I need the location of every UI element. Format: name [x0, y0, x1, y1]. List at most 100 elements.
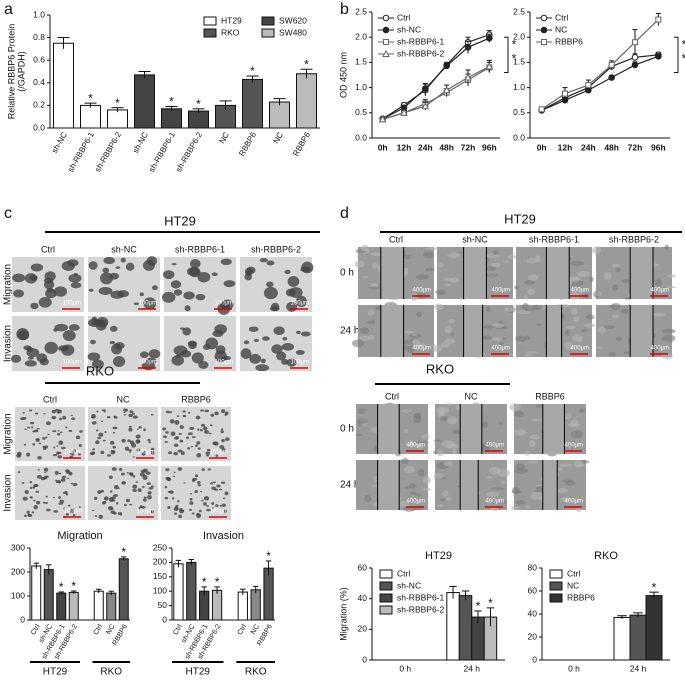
cell [128, 425, 132, 428]
cell [70, 482, 74, 485]
cell [187, 340, 197, 347]
wound-gap [546, 305, 562, 357]
wound-gap [463, 247, 487, 299]
cell [97, 490, 102, 494]
cell [273, 326, 285, 336]
cell [59, 499, 65, 504]
texture [556, 488, 569, 493]
cell [187, 432, 193, 436]
y-tick-label: 0 [362, 654, 367, 664]
cell [191, 512, 195, 515]
marker [608, 61, 615, 68]
cell [139, 351, 149, 358]
cell [223, 280, 236, 288]
texture [359, 335, 370, 341]
texture [481, 421, 488, 429]
wound-gap [380, 247, 404, 299]
cell [31, 511, 35, 514]
cell [98, 286, 113, 295]
cell [182, 414, 187, 418]
cell [161, 291, 176, 303]
cell [69, 508, 75, 514]
cell [34, 429, 39, 433]
column-label: Ctrl [389, 234, 403, 244]
x-tick-label: Ctrl [172, 623, 184, 636]
cell [71, 417, 76, 420]
legend-swatch [261, 28, 275, 38]
y-tick-label: 0.6 [33, 54, 45, 64]
cell [220, 258, 232, 266]
bar [242, 78, 263, 129]
cell [106, 454, 111, 457]
cell [196, 441, 201, 445]
legend-swatch [203, 16, 217, 26]
texture [514, 467, 528, 475]
group-label: RKO [245, 667, 267, 678]
cell [53, 446, 56, 449]
bar [188, 110, 209, 129]
cell [136, 428, 139, 430]
column-label: Ctrl [385, 391, 399, 401]
cell [180, 350, 192, 358]
cell [187, 447, 191, 450]
cell [57, 409, 62, 414]
legend-label: SW620 [279, 15, 307, 25]
cell [167, 451, 173, 455]
texture [596, 291, 602, 297]
cell [173, 471, 176, 474]
cell [211, 486, 216, 490]
cell [56, 432, 61, 436]
texture [432, 450, 438, 454]
cell [151, 509, 154, 513]
texture [666, 274, 676, 278]
marker [540, 26, 548, 34]
y-tick-label: 0.0 [33, 122, 45, 132]
texture [424, 267, 435, 272]
texture [455, 404, 461, 411]
cell [57, 345, 69, 352]
cell [221, 299, 234, 310]
cell [92, 448, 96, 451]
scale-bar-label: 100μm [210, 450, 228, 456]
texture [425, 247, 439, 250]
legend-label: sh-NC [397, 580, 421, 590]
cell [248, 326, 259, 332]
cell [192, 477, 198, 481]
texture [437, 262, 444, 268]
texture [458, 251, 463, 254]
cell [197, 272, 211, 283]
legend-label: RBBP6 [555, 36, 583, 46]
cell [210, 424, 213, 427]
cell [177, 449, 183, 453]
cell [91, 421, 97, 425]
cell [129, 473, 134, 477]
cell [129, 410, 134, 414]
cell [57, 455, 63, 459]
texture [515, 335, 526, 343]
texture [444, 338, 456, 344]
texture [589, 276, 594, 282]
x-tick-label: sh-RBBP6-1 [147, 130, 177, 173]
cell [125, 498, 130, 503]
texture [603, 272, 612, 280]
texture [441, 440, 456, 449]
cell [224, 413, 227, 416]
bar [446, 592, 460, 661]
cell [173, 289, 183, 296]
cell [197, 428, 200, 431]
cell [109, 340, 116, 345]
error-bar [461, 590, 470, 601]
cell [21, 482, 25, 484]
cell [45, 502, 48, 504]
x-tick-label: sh-NC [131, 130, 150, 154]
texture [570, 307, 578, 315]
cell [27, 356, 34, 360]
texture [359, 327, 370, 335]
x-tick-label: NC [271, 130, 285, 145]
cell [91, 359, 104, 369]
cell [24, 490, 29, 495]
x-tick-label: 48h [439, 142, 454, 152]
cell [68, 429, 73, 432]
cell [281, 342, 295, 351]
cell [212, 441, 217, 446]
